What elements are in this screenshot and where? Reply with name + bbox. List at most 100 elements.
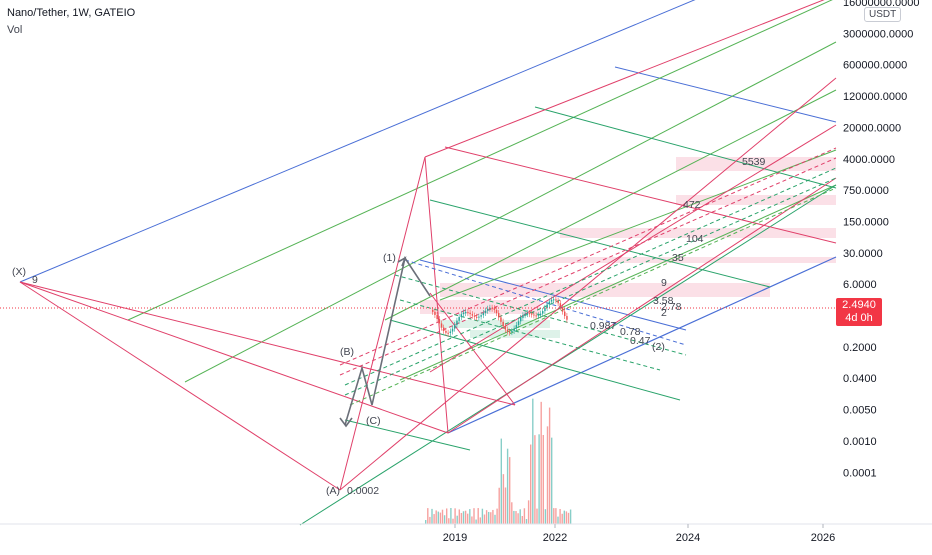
candle-body — [476, 316, 478, 318]
volume-bar — [525, 519, 528, 524]
volume-bar — [534, 435, 536, 524]
pitchfork-line — [614, 66, 837, 123]
fib-level-label: 2.78 — [661, 301, 682, 313]
pitchfork-line — [19, 0, 696, 283]
wave-label: (B) — [340, 346, 354, 358]
volume-bar — [521, 516, 523, 524]
price-tick-label: 120000.0000 — [843, 91, 907, 103]
candle-body — [460, 314, 463, 318]
candle-body — [555, 299, 557, 301]
volume-bar — [490, 512, 492, 524]
candle-body — [449, 331, 452, 333]
candle-body — [509, 331, 511, 333]
pitchfork-line — [19, 281, 516, 406]
volume-bar — [479, 517, 481, 524]
candle-body — [493, 308, 496, 310]
fib-channel-line — [339, 147, 837, 366]
candle-body — [531, 313, 533, 315]
fib-channel-line — [339, 157, 837, 376]
candle-body — [487, 308, 489, 311]
volume-bar — [464, 510, 467, 524]
fib-channel-line — [349, 187, 837, 406]
fib-channel-line — [344, 167, 837, 386]
volume-bar — [563, 510, 565, 524]
wave-label: (2) — [652, 341, 665, 353]
candles-layer — [432, 296, 568, 337]
volume-bar — [441, 509, 444, 524]
price-tick-label: 150.0000 — [843, 216, 889, 228]
volume-bar — [519, 509, 521, 524]
candle-body — [561, 307, 564, 312]
candle-body — [478, 316, 480, 318]
candle-body — [557, 300, 559, 304]
volume-bar — [532, 398, 534, 524]
candle-body — [471, 314, 474, 316]
candle-body — [506, 329, 509, 332]
volume-bar — [496, 508, 498, 524]
volume-bar — [557, 516, 559, 524]
volume-bar — [565, 511, 568, 524]
volume-bar — [538, 434, 540, 524]
candle-body — [465, 312, 467, 314]
candle-body — [473, 315, 476, 317]
wave-arrow — [339, 417, 353, 428]
candle-body — [564, 311, 566, 317]
candle-body — [559, 303, 562, 308]
candle-body — [546, 304, 548, 308]
volume-bar — [454, 508, 456, 524]
pitchfork-line — [127, 0, 833, 321]
volume-indicator-label[interactable]: Vol — [7, 24, 23, 36]
currency-unit-badge[interactable]: USDT — [864, 7, 902, 22]
volume-bar — [542, 434, 544, 524]
candle-body — [533, 314, 535, 316]
candle-body — [495, 309, 498, 314]
volume-bar — [527, 500, 530, 524]
candle-body — [522, 315, 524, 318]
candle-body — [524, 313, 526, 316]
candle-body — [515, 325, 518, 329]
price-tick-label: 750.0000 — [843, 185, 889, 197]
candle-body — [445, 330, 447, 333]
symbol-title[interactable]: Nano/Tether, 1W, GATEIO — [7, 7, 136, 19]
pitchfork-line — [384, 89, 837, 321]
pitchfork-line — [444, 146, 837, 244]
time-tick-label: 2022 — [543, 532, 567, 544]
volume-bar — [452, 518, 454, 524]
fib-zone — [470, 330, 560, 338]
fib-level-label: 35 — [672, 252, 684, 264]
pitchfork-line — [19, 281, 341, 491]
volume-bar — [425, 520, 427, 524]
pitchfork-line — [184, 41, 837, 383]
time-tick-label: 2026 — [811, 532, 835, 544]
pitchfork-line — [339, 156, 426, 491]
candle-body — [482, 313, 485, 316]
volume-bar — [485, 510, 488, 524]
volume-bar — [513, 510, 515, 524]
candle-body — [500, 317, 502, 322]
pitchfork-line — [439, 149, 837, 301]
volume-bar — [517, 513, 519, 524]
volume-bar — [553, 508, 555, 524]
candle-body — [436, 314, 438, 320]
candle-body — [526, 313, 529, 315]
price-tick-label: 0.0010 — [843, 436, 877, 448]
price-tick-label: 0.2000 — [843, 342, 877, 354]
pitchfork-line — [447, 177, 837, 434]
volume-bar — [477, 508, 479, 524]
price-axis[interactable]: 16000000.0000 3000000.0000 600000.0000 1200… — [843, 0, 919, 479]
volume-bar — [494, 514, 496, 524]
pitchfork-line — [399, 184, 837, 381]
time-axis[interactable]: 2019 2022 2024 2026 — [443, 524, 835, 544]
fib-channel-line — [344, 177, 837, 396]
volume-bar — [462, 511, 465, 524]
volume-layer — [425, 398, 572, 524]
volume-bar — [437, 511, 439, 524]
wave-label: (A) — [326, 485, 340, 497]
volume-bar — [429, 516, 431, 524]
price-tick-label: 30.0000 — [843, 248, 883, 260]
price-tick-label: 3000000.0000 — [843, 28, 913, 40]
volume-bar — [446, 508, 448, 524]
